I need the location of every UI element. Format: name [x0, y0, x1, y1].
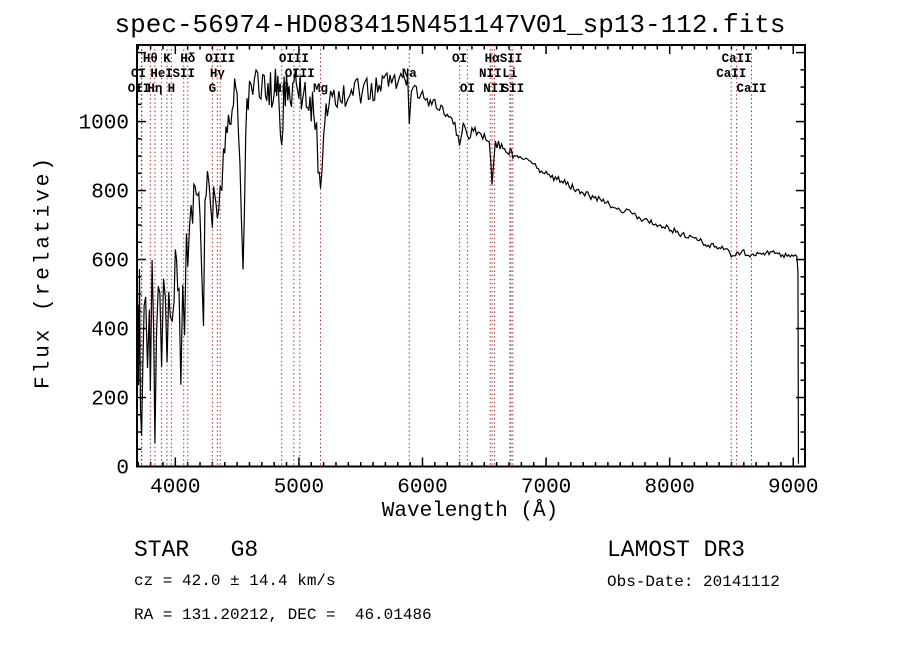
- spectral-line-label: OII: [128, 82, 151, 96]
- x-tick-label: 6000: [397, 477, 447, 500]
- y-tick-label: 600: [91, 251, 129, 274]
- y-tick-label: 400: [91, 320, 129, 343]
- y-tick-label: 0: [116, 458, 129, 481]
- spectral-line-label: Li: [502, 67, 517, 81]
- x-tick-label: 4000: [150, 477, 200, 500]
- spectral-line-label: CaII: [736, 82, 766, 96]
- spectral-line-label: H: [168, 82, 176, 96]
- y-tick-label: 1000: [79, 113, 129, 136]
- spectral-line-label: G: [209, 82, 217, 96]
- spectral-line-label: CaII: [722, 52, 752, 66]
- object-class-label: STAR G8: [134, 537, 259, 563]
- spectral-line-label: SII: [502, 82, 525, 96]
- spectral-line-label: Hθ: [143, 52, 158, 66]
- x-axis-title: Wavelength (Å): [381, 500, 559, 523]
- spectral-line-label: Hη: [147, 82, 162, 96]
- spectral-line-label: OI: [452, 52, 467, 66]
- spectral-line-label: K: [163, 52, 171, 66]
- spectral-line-label: Na: [402, 67, 418, 81]
- y-tick-label: 800: [91, 182, 129, 205]
- y-tick-label: 200: [91, 389, 129, 412]
- spectral-line-label: SII: [172, 67, 195, 81]
- x-tick-label: 8000: [644, 477, 694, 500]
- spectral-line-label: HeI: [150, 67, 173, 81]
- x-tick-label: 5000: [274, 477, 324, 500]
- spectral-line-label: OI: [131, 67, 146, 81]
- spectral-line-label: OIII: [205, 52, 235, 66]
- spectral-line-label: NII: [483, 82, 506, 96]
- spectral-line-label: OIII: [279, 52, 309, 66]
- spectral-line-label: CaII: [716, 67, 746, 81]
- survey-release-label: LAMOST DR3: [607, 537, 746, 563]
- plot-title: spec-56974-HD083415N451147V01_sp13-112.f…: [114, 10, 786, 40]
- spectral-line-label: Hγ: [210, 67, 226, 81]
- spectral-line-label: OI: [460, 82, 475, 96]
- spectrum-trace: [136, 68, 800, 464]
- spectral-line-label: Mg: [313, 82, 328, 96]
- spectral-line-label: SII: [500, 52, 523, 66]
- spectral-line-label: Hδ: [180, 52, 195, 66]
- spectral-line-label: OIII: [285, 67, 315, 81]
- cz-velocity-label: cz = 42.0 ± 14.4 km/s: [134, 572, 336, 590]
- x-tick-label: 7000: [521, 477, 571, 500]
- x-tick-label: 9000: [768, 477, 818, 500]
- spectral-line-label: NII: [479, 67, 502, 81]
- plot-frame: [136, 44, 806, 468]
- ra-dec-label: RA = 131.20212, DEC = 46.01486: [134, 606, 432, 624]
- spectral-line-label: Hα: [485, 52, 501, 66]
- obs-date-label: Obs-Date: 20141112: [607, 573, 780, 591]
